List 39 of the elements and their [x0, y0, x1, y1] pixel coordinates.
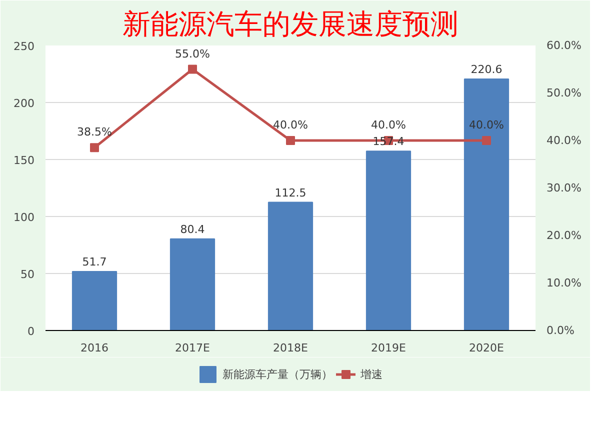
x-tick-label: 2016: [80, 342, 109, 354]
y-tick-label: 150: [14, 154, 35, 167]
y-tick-label: 200: [14, 97, 35, 110]
y2-tick-label: 40.0%: [546, 134, 582, 147]
y2-tick-label: 10.0%: [546, 276, 582, 290]
x-tick-label: 2020E: [469, 342, 504, 354]
bar: [72, 271, 118, 330]
bar: [366, 150, 412, 330]
chart-title: 新能源汽车的发展速度预测: [122, 8, 458, 40]
data-label: 112.5: [274, 186, 306, 200]
data-label: 40.0%: [371, 118, 406, 132]
data-label: 40.0%: [273, 118, 308, 132]
y2-tick-label: 30.0%: [546, 182, 582, 194]
y-tick-label: 100: [14, 211, 35, 224]
y2-tick-label: 60.0%: [546, 39, 582, 52]
y2-tick-label: 0.0%: [546, 324, 574, 337]
x-tick-label: 2017E: [175, 342, 210, 354]
bar: [170, 238, 216, 330]
point: [482, 136, 491, 145]
data-label: 55.0%: [175, 47, 210, 60]
x-tick-label: 2019E: [371, 342, 406, 354]
y-tick-label: 250: [14, 40, 35, 53]
data-label: 51.7: [82, 256, 107, 269]
point: [188, 64, 197, 74]
legend-label: 新能源车产量（万辆）: [222, 366, 332, 382]
y2-tick-label: 20.0%: [546, 229, 582, 242]
point: [286, 136, 295, 145]
data-label: 220.6: [470, 63, 502, 76]
y-tick-label: 0: [28, 325, 34, 338]
y-tick-label: 50: [20, 268, 35, 281]
bar: [464, 78, 510, 330]
bar: [268, 202, 314, 330]
data-label: 80.4: [180, 222, 205, 236]
point: [90, 143, 99, 152]
x-tick-label: 2018E: [273, 342, 308, 354]
data-label: 40.0%: [469, 118, 504, 132]
y2-tick-label: 50.0%: [546, 86, 582, 100]
data-label: 38.5%: [77, 126, 112, 139]
legend-label: 增速: [360, 366, 382, 382]
